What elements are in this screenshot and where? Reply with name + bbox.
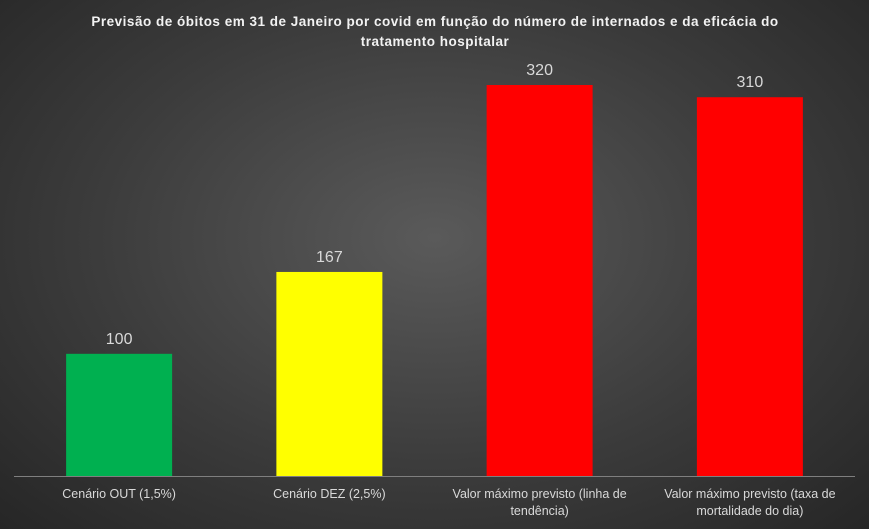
- bar: [276, 271, 383, 476]
- x-tick-label: Valor máximo previsto (taxa de mortalida…: [664, 487, 836, 518]
- chart-title: Previsão de óbitos em 31 de Janeiro por …: [91, 14, 779, 49]
- bar: [66, 353, 173, 476]
- value-label: 100: [106, 331, 133, 348]
- x-tick-label: Valor máximo previsto (linha de tendênci…: [452, 487, 627, 518]
- x-tick-label: Cenário OUT (1,5%): [62, 487, 176, 501]
- value-label: 310: [737, 74, 764, 91]
- value-label: 167: [316, 249, 343, 266]
- bar: [486, 85, 593, 476]
- value-label: 320: [526, 62, 553, 79]
- x-tick-label: Cenário DEZ (2,5%): [273, 487, 386, 501]
- bar: [696, 97, 803, 476]
